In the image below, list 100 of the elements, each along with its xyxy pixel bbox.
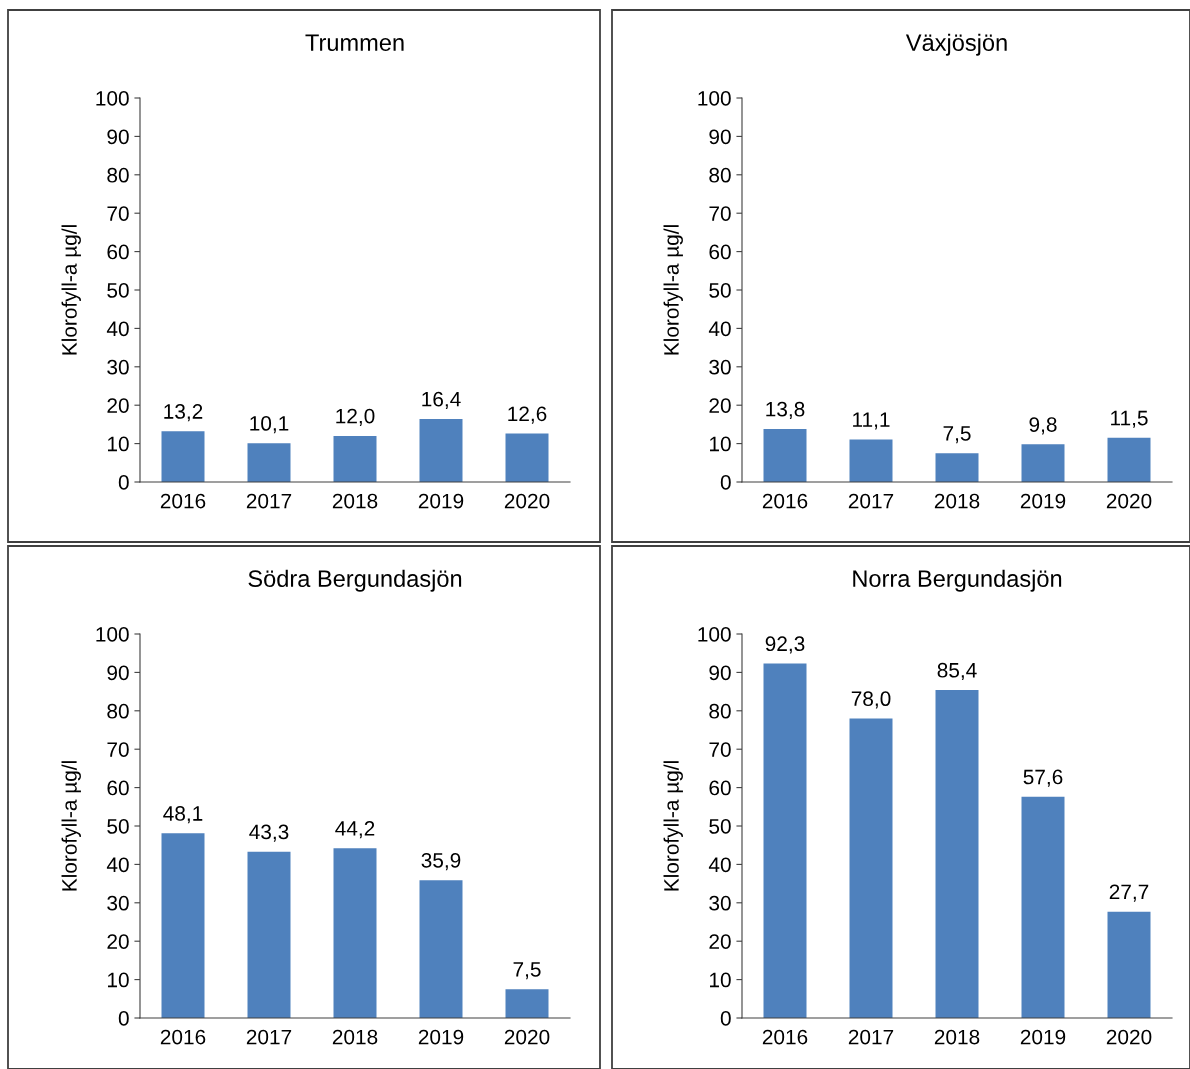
y-tick-label: 80 [107,703,129,719]
data-label: 27,7 [1109,884,1149,902]
y-tick-label: 0 [118,1011,129,1026]
y-tick-label: 0 [720,1011,731,1026]
y-tick-label: 60 [709,780,731,796]
bar [419,880,463,1018]
x-tick-label: 2018 [934,1029,980,1045]
y-tick-label: 100 [698,627,731,642]
y-axis-title: Klorofyll-a µg/l [61,225,81,355]
y-tick-label: 30 [107,359,129,375]
x-tick-label: 2019 [418,493,464,509]
x-tick-label: 2018 [934,493,980,509]
y-tick-label: 20 [107,934,129,949]
y-tick-label: 50 [107,283,129,298]
bar [247,851,291,1018]
y-tick-label: 80 [107,167,129,183]
bar [849,718,893,1018]
y-tick-label: 30 [709,895,731,911]
bar [333,848,377,1018]
y-tick-label: 60 [107,244,129,260]
y-tick-label: 50 [709,819,731,834]
y-tick-label: 20 [107,398,129,413]
x-tick-label: 2020 [1106,1029,1152,1045]
data-label: 11,5 [1111,410,1148,428]
y-tick-label: 20 [709,934,731,949]
y-tick-label: 70 [107,206,129,221]
bar [1107,437,1151,482]
y-tick-label: 100 [96,91,129,106]
x-tick-label: 2019 [1020,493,1066,509]
y-tick-label: 50 [709,283,731,298]
x-tick-label: 2017 [246,493,292,509]
data-label: 13,2 [164,404,203,422]
x-tick-label: 2018 [332,1029,378,1045]
data-label: 12,6 [508,406,547,424]
data-label: 10,1 [250,416,289,434]
bar [1021,796,1065,1018]
y-tick-label: 80 [709,703,731,719]
y-tick-label: 90 [107,665,129,681]
data-label: 44,2 [335,821,375,839]
x-tick-label: 2018 [332,493,378,509]
chart-title: Södra Bergundasjön [248,569,462,592]
chart-title: Norra Bergundasjön [853,569,1062,592]
x-tick-label: 2016 [160,1029,206,1045]
y-tick-label: 90 [709,665,731,681]
y-tick-label: 10 [710,972,731,988]
y-tick-label: 20 [709,398,731,413]
y-tick-label: 10 [710,436,731,452]
y-tick-label: 10 [108,972,129,988]
x-tick-label: 2020 [504,493,550,509]
data-label: 35,9 [421,852,461,871]
y-tick-label: 0 [720,475,731,490]
bar [161,833,205,1018]
data-label: 57,6 [1023,769,1063,787]
y-tick-label: 60 [709,244,731,260]
x-tick-label: 2016 [762,1029,808,1045]
y-tick-label: 100 [96,627,129,642]
data-label: 78,0 [851,691,891,709]
x-tick-label: 2017 [848,493,894,509]
data-label: 48,1 [163,806,203,824]
y-tick-label: 70 [107,742,129,757]
bar [763,429,807,482]
data-label: 11,1 [853,412,890,430]
data-label: 7,5 [513,962,541,980]
y-tick-label: 100 [698,91,731,106]
bar [935,690,979,1018]
data-label: 16,4 [422,391,461,410]
x-tick-label: 2017 [246,1029,292,1045]
chart-title: Växjösjön [905,33,1007,56]
x-tick-label: 2016 [160,493,206,509]
data-label: 92,3 [765,636,805,654]
y-tick-label: 40 [708,321,731,337]
y-axis-title: Klorofyll-a µg/l [61,761,81,891]
data-label: 12,0 [336,408,375,426]
y-tick-label: 70 [709,742,731,757]
y-tick-label: 30 [709,359,731,375]
y-tick-label: 10 [108,436,129,452]
x-tick-label: 2019 [1020,1029,1066,1045]
y-tick-label: 40 [106,321,129,337]
bar [849,439,893,482]
y-tick-label: 80 [709,167,731,183]
bar [935,453,979,482]
x-tick-label: 2020 [1106,493,1152,509]
data-label: 85,4 [937,662,977,681]
x-tick-label: 2020 [504,1029,550,1045]
x-tick-label: 2016 [762,493,808,509]
x-tick-label: 2017 [848,1029,894,1045]
y-axis-title: Klorofyll-a µg/l [663,761,683,891]
y-tick-label: 60 [107,780,129,796]
data-label: 9,8 [1029,417,1057,435]
y-tick-label: 40 [708,857,731,873]
y-tick-label: 40 [106,857,129,873]
data-label: 43,3 [249,824,289,842]
y-tick-label: 0 [118,475,129,490]
data-label: 7,5 [943,426,971,444]
bar [505,989,549,1018]
y-tick-label: 70 [709,206,731,221]
bar [1107,911,1151,1018]
y-tick-label: 30 [107,895,129,911]
y-tick-label: 90 [107,129,129,145]
y-tick-label: 90 [709,129,731,145]
